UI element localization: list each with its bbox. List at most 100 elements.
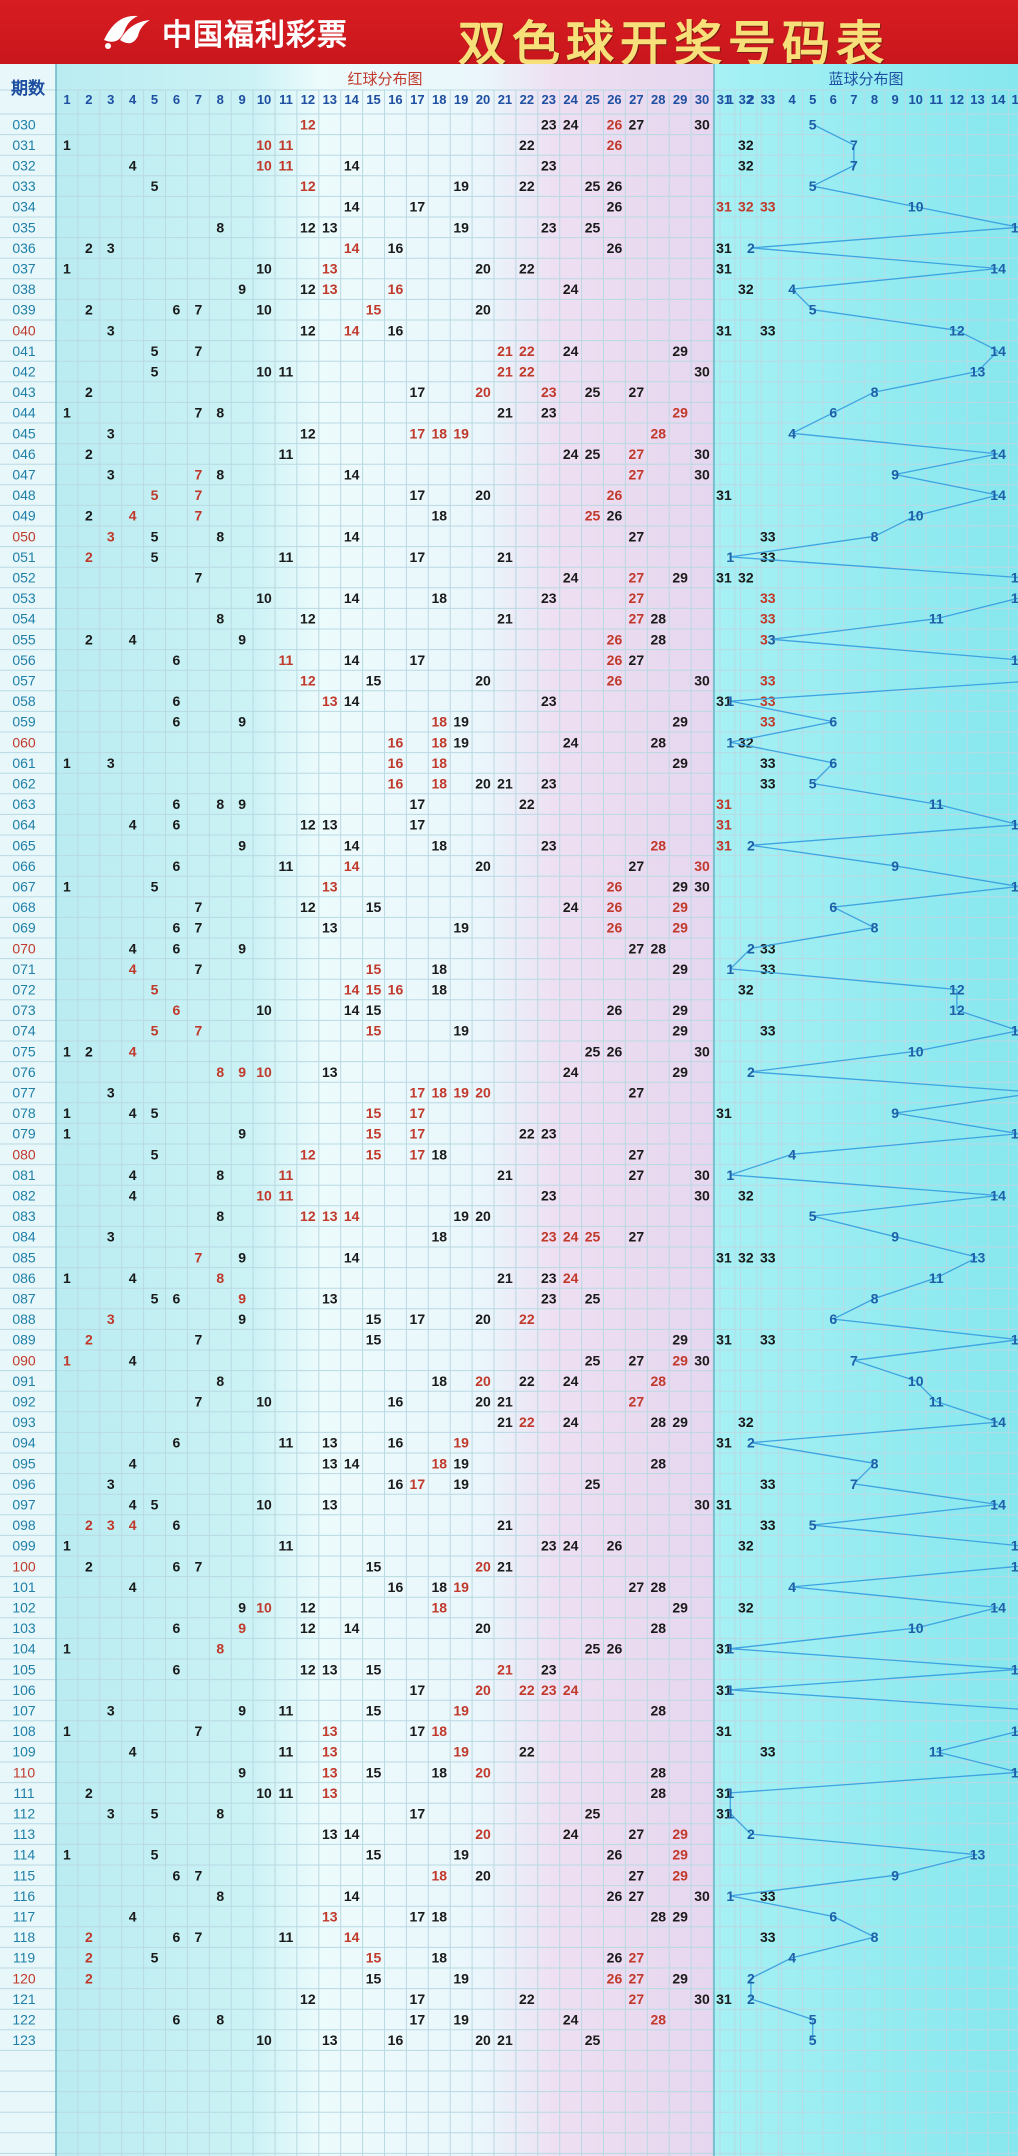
red-ball-number: 33 [760, 590, 776, 606]
red-ball-number: 17 [410, 487, 426, 503]
red-ball-number: 26 [607, 1847, 623, 1863]
red-ball-number: 22 [519, 1744, 535, 1760]
red-ball-number: 3 [107, 1311, 115, 1327]
red-ball-number: 33 [760, 776, 776, 792]
red-ball-number: 26 [607, 508, 623, 524]
red-ball-number: 4 [129, 1167, 137, 1183]
blue-ball-number: 9 [891, 858, 899, 874]
red-ball-number: 6 [173, 2012, 181, 2028]
blue-ball-number: 7 [850, 1352, 858, 1368]
blue-ball-number: 15 [1011, 817, 1018, 833]
period-label: 045 [12, 425, 36, 441]
red-ball-number: 17 [410, 796, 426, 812]
red-ball-number: 1 [63, 405, 71, 421]
red-ball-number: 4 [129, 1105, 137, 1121]
red-ball-number: 18 [431, 1373, 447, 1389]
red-ball-number: 28 [650, 837, 666, 853]
period-label: 103 [12, 1620, 36, 1636]
period-label: 074 [12, 1023, 36, 1039]
blue-trend-segment [936, 1256, 978, 1279]
red-ball-number: 2 [85, 384, 93, 400]
red-ball-number: 21 [497, 776, 513, 792]
red-ball-number: 16 [388, 1435, 404, 1451]
blue-trend-segment [792, 1133, 1018, 1155]
blue-trend-segment [730, 721, 834, 743]
blue-trend-segment [894, 1236, 978, 1258]
red-ball-number: 6 [173, 940, 181, 956]
red-ball-number: 12 [300, 116, 316, 132]
blue-ball-number: 10 [908, 508, 924, 524]
red-ball-number: 32 [738, 734, 754, 750]
blue-trend-segment [833, 391, 875, 414]
blue-ball-number: 8 [871, 1929, 879, 1945]
blue-ball-number: 11 [929, 796, 944, 812]
red-ball-number: 27 [629, 1867, 645, 1883]
red-ball-number: 28 [650, 2012, 666, 2028]
blue-ball-number: 15 [1011, 1723, 1018, 1739]
red-ball-number: 27 [629, 1352, 645, 1368]
period-label: 105 [12, 1661, 36, 1677]
period-label: 108 [12, 1723, 36, 1739]
red-column-label: 24 [563, 92, 578, 107]
red-ball-number: 1 [63, 1723, 71, 1739]
red-ball-number: 33 [760, 611, 776, 627]
red-ball-number: 33 [760, 1476, 776, 1492]
red-ball-number: 29 [672, 343, 688, 359]
red-ball-number: 14 [344, 158, 360, 174]
red-ball-number: 7 [194, 487, 202, 503]
red-ball-number: 10 [256, 1600, 272, 1616]
period-label: 097 [12, 1497, 36, 1513]
blue-ball-number: 15 [1011, 219, 1018, 235]
red-ball-number: 19 [453, 219, 469, 235]
red-ball-number: 26 [607, 1043, 623, 1059]
blue-ball-number: 8 [871, 920, 879, 936]
red-ball-number: 1 [63, 1105, 71, 1121]
red-ball-number: 17 [410, 1991, 426, 2007]
red-ball-number: 14 [344, 1249, 360, 1265]
red-ball-number: 15 [366, 1764, 382, 1780]
red-column-label: 26 [607, 92, 621, 107]
red-ball-number: 19 [453, 1455, 469, 1471]
red-ball-number: 5 [151, 528, 159, 544]
header-banner: 中国福利彩票 双色球开奖号码表 [0, 0, 1018, 72]
red-ball-number: 18 [431, 1867, 447, 1883]
red-ball-number: 6 [173, 1867, 181, 1883]
red-ball-number: 11 [279, 446, 294, 462]
red-ball-number: 23 [541, 219, 557, 235]
red-ball-number: 33 [760, 1249, 776, 1265]
red-ball-number: 26 [607, 1970, 623, 1986]
red-ball-number: 9 [238, 281, 246, 297]
red-ball-number: 15 [366, 1105, 382, 1121]
blue-ball-number: 10 [908, 1373, 924, 1389]
red-ball-number: 7 [194, 508, 202, 524]
red-ball-number: 17 [410, 549, 426, 565]
red-ball-number: 31 [716, 1435, 732, 1451]
red-ball-number: 21 [497, 549, 513, 565]
red-ball-number: 23 [541, 590, 557, 606]
blue-trend-segment [853, 1359, 916, 1382]
red-ball-number: 20 [475, 673, 491, 689]
red-ball-number: 14 [344, 693, 360, 709]
blue-trend-segment [750, 1421, 999, 1444]
red-ball-number: 23 [541, 116, 557, 132]
red-ball-number: 6 [173, 714, 181, 730]
red-ball-number: 28 [650, 1455, 666, 1471]
blue-ball-number: 14 [990, 1188, 1006, 1204]
red-ball-number: 26 [607, 652, 623, 668]
red-ball-number: 6 [173, 817, 181, 833]
red-ball-number: 14 [344, 1888, 360, 1904]
red-column-label: 17 [410, 92, 424, 107]
blue-trend-segment [977, 350, 999, 372]
blue-ball-number: 14 [990, 446, 1006, 462]
red-ball-number: 11 [279, 1744, 294, 1760]
red-ball-number: 1 [63, 1270, 71, 1286]
red-ball-number: 27 [629, 446, 645, 462]
red-ball-number: 30 [694, 1888, 710, 1904]
red-ball-number: 33 [760, 1517, 776, 1533]
blue-ball-number: 2 [747, 240, 755, 256]
red-ball-number: 29 [672, 1064, 688, 1080]
red-column-label: 22 [520, 92, 534, 107]
red-ball-number: 27 [629, 1991, 645, 2007]
period-label: 119 [13, 1950, 36, 1966]
red-column-label: 28 [651, 92, 665, 107]
